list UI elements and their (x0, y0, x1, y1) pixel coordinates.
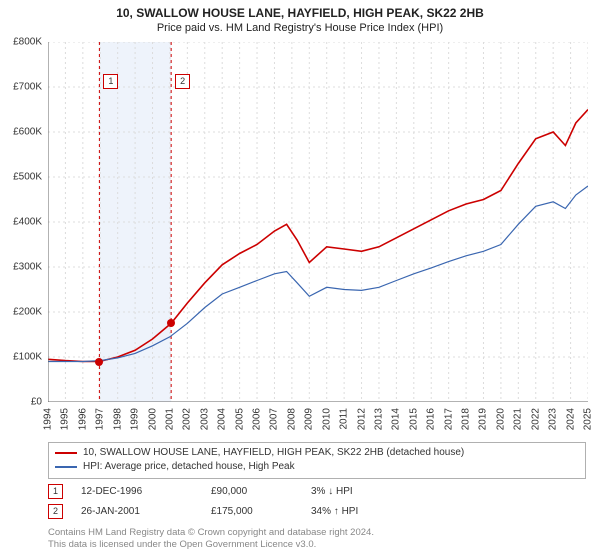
x-tick-label: 2019 (478, 408, 489, 430)
footer-line1: Contains HM Land Registry data © Crown c… (48, 527, 374, 539)
y-tick-label: £300K (0, 262, 42, 273)
y-tick-label: £600K (0, 127, 42, 138)
x-tick-label: 2010 (321, 408, 332, 430)
legend-label: HPI: Average price, detached house, High… (83, 460, 295, 474)
x-tick-label: 2013 (373, 408, 384, 430)
x-tick-label: 2015 (408, 408, 419, 430)
chart-svg (48, 42, 588, 402)
legend: 10, SWALLOW HOUSE LANE, HAYFIELD, HIGH P… (48, 442, 586, 479)
y-tick-label: £0 (0, 397, 42, 408)
chart-area: £0£100K£200K£300K£400K£500K£600K£700K£80… (48, 42, 588, 402)
chart-subtitle: Price paid vs. HM Land Registry's House … (0, 22, 600, 34)
x-tick-label: 2005 (234, 408, 245, 430)
x-tick-label: 1997 (95, 408, 106, 430)
sales-index-box: 2 (48, 504, 63, 519)
x-tick-label: 2002 (182, 408, 193, 430)
x-tick-label: 2000 (147, 408, 158, 430)
sales-index-box: 1 (48, 484, 63, 499)
y-tick-label: £500K (0, 172, 42, 183)
x-tick-label: 2007 (269, 408, 280, 430)
x-tick-label: 2003 (199, 408, 210, 430)
x-tick-label: 2022 (530, 408, 541, 430)
y-tick-label: £200K (0, 307, 42, 318)
sale-dot (95, 358, 103, 366)
x-tick-label: 2025 (583, 408, 594, 430)
x-tick-label: 2004 (217, 408, 228, 430)
legend-swatch (55, 466, 77, 468)
sale-diff: 34% ↑ HPI (311, 506, 441, 517)
sale-diff: 3% ↓ HPI (311, 486, 441, 497)
x-tick-label: 2001 (164, 408, 175, 430)
y-tick-label: £700K (0, 82, 42, 93)
footer-line2: This data is licensed under the Open Gov… (48, 539, 374, 551)
x-tick-label: 2020 (495, 408, 506, 430)
sale-marker-label: 1 (103, 74, 118, 89)
sale-date: 12-DEC-1996 (81, 486, 211, 497)
y-tick-label: £400K (0, 217, 42, 228)
sale-price: £175,000 (211, 506, 311, 517)
x-tick-label: 2008 (286, 408, 297, 430)
x-tick-label: 2011 (339, 408, 350, 430)
x-tick-label: 2018 (461, 408, 472, 430)
x-tick-label: 2023 (548, 408, 559, 430)
x-tick-label: 2014 (391, 408, 402, 430)
x-tick-label: 2017 (443, 408, 454, 430)
y-tick-label: £800K (0, 37, 42, 48)
sale-dot (167, 319, 175, 327)
x-tick-label: 1994 (43, 408, 54, 430)
legend-item: 10, SWALLOW HOUSE LANE, HAYFIELD, HIGH P… (55, 446, 579, 460)
x-tick-label: 2012 (356, 408, 367, 430)
chart-title: 10, SWALLOW HOUSE LANE, HAYFIELD, HIGH P… (0, 6, 600, 20)
title-block: 10, SWALLOW HOUSE LANE, HAYFIELD, HIGH P… (0, 0, 600, 34)
x-tick-label: 1998 (112, 408, 123, 430)
x-tick-label: 1999 (130, 408, 141, 430)
legend-label: 10, SWALLOW HOUSE LANE, HAYFIELD, HIGH P… (83, 446, 464, 460)
sale-date: 26-JAN-2001 (81, 506, 211, 517)
sale-price: £90,000 (211, 486, 311, 497)
x-tick-label: 2009 (304, 408, 315, 430)
x-tick-label: 1996 (77, 408, 88, 430)
sales-row: 2 26-JAN-2001£175,00034% ↑ HPI (48, 501, 441, 521)
x-tick-label: 2021 (513, 408, 524, 430)
x-tick-label: 2016 (426, 408, 437, 430)
sales-table: 1 12-DEC-1996£90,0003% ↓ HPI 2 26-JAN-2001£… (48, 481, 441, 521)
x-tick-label: 1995 (60, 408, 71, 430)
footer: Contains HM Land Registry data © Crown c… (48, 527, 374, 551)
y-tick-label: £100K (0, 352, 42, 363)
x-tick-label: 2006 (252, 408, 263, 430)
sale-marker-label: 2 (175, 74, 190, 89)
legend-item: HPI: Average price, detached house, High… (55, 460, 579, 474)
sales-row: 1 12-DEC-1996£90,0003% ↓ HPI (48, 481, 441, 501)
x-tick-label: 2024 (565, 408, 576, 430)
legend-swatch (55, 452, 77, 454)
